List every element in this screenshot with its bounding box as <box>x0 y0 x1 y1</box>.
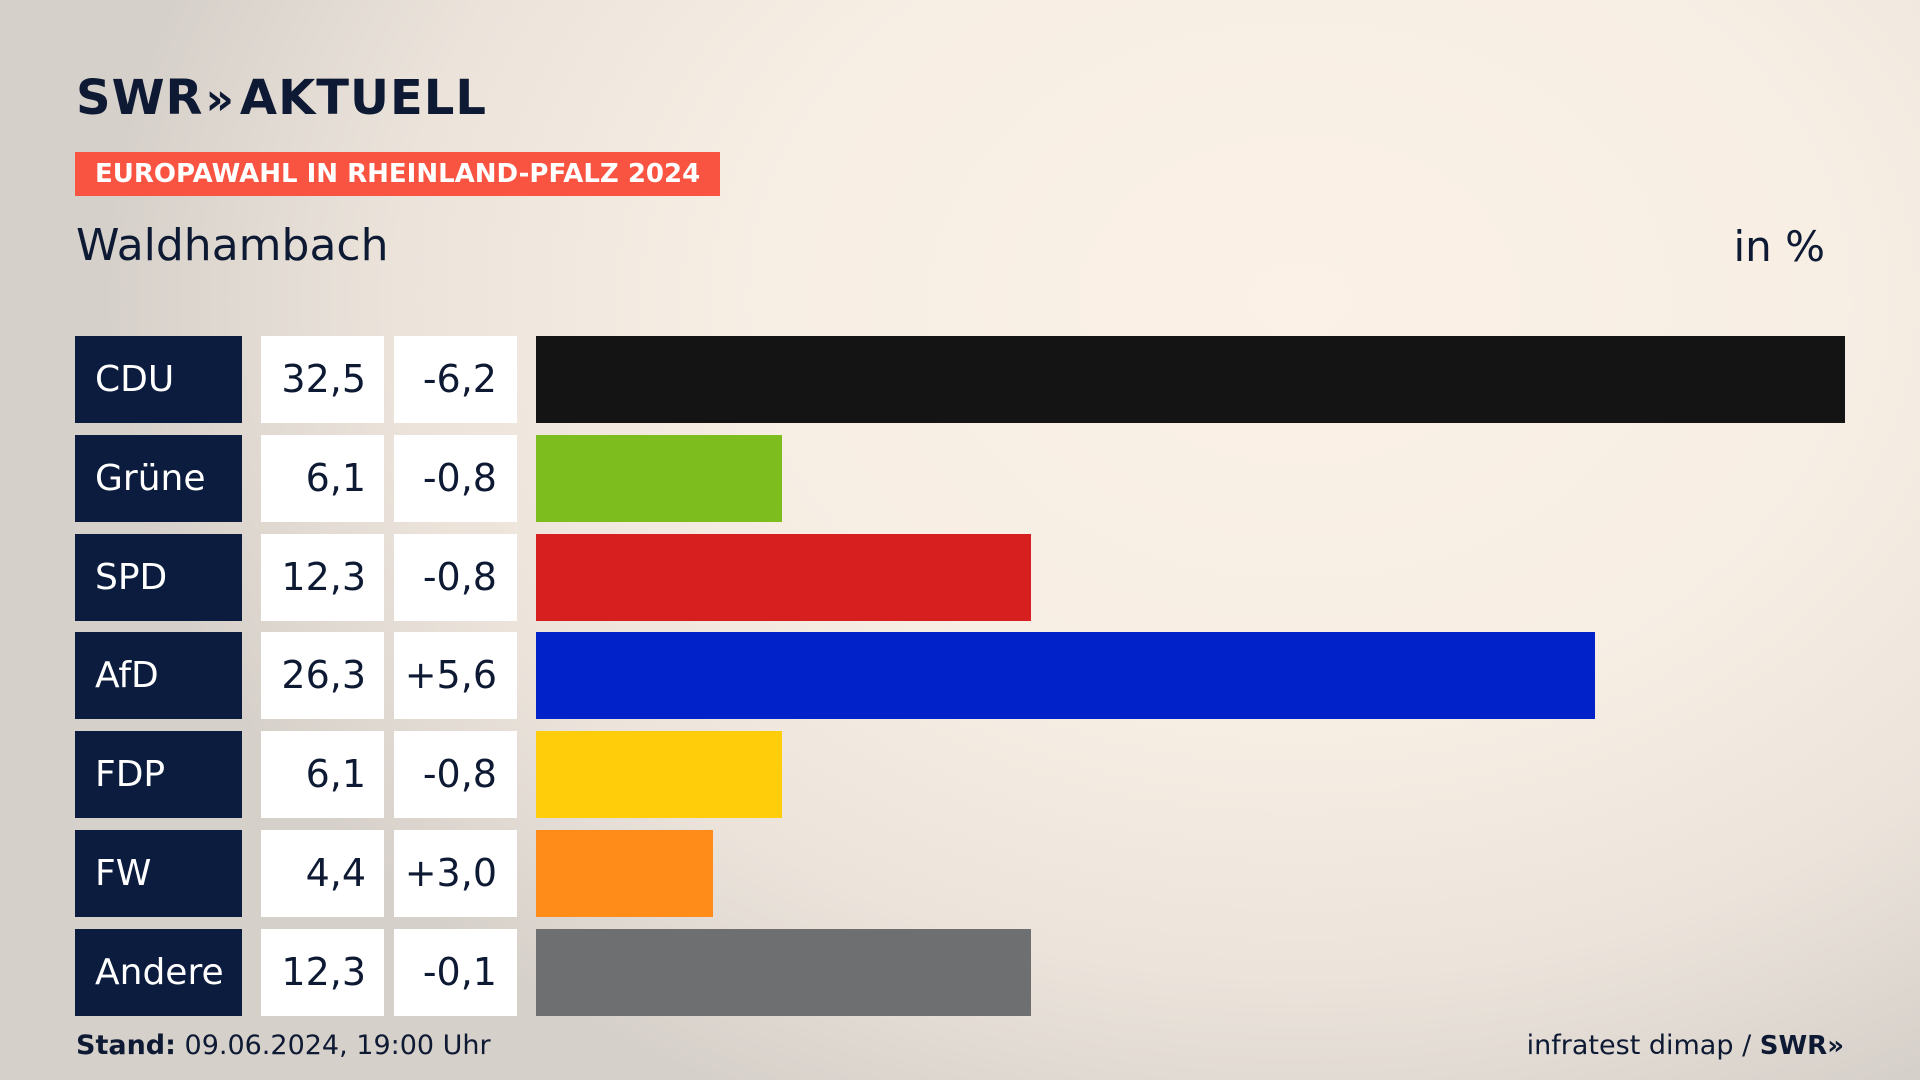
source-credit: infratest dimap / SWR» <box>1527 1030 1844 1061</box>
election-badge: EUROPAWAHL IN RHEINLAND-PFALZ 2024 <box>75 152 721 196</box>
source-text: infratest dimap / <box>1526 1030 1760 1061</box>
change-value: -0,8 <box>394 434 517 522</box>
change-value: +3,0 <box>394 830 517 917</box>
vote-share-value: 26,3 <box>261 632 384 720</box>
result-bar <box>536 928 1032 1016</box>
party-label: Andere <box>75 928 242 1016</box>
vote-share-value: 12,3 <box>261 928 384 1016</box>
change-value: +5,6 <box>394 632 517 720</box>
change-value: -0,1 <box>394 928 517 1016</box>
party-label: AfD <box>75 632 242 720</box>
stand-value: 09.06.2024, 19:00 Uhr <box>184 1030 491 1061</box>
change-value: -0,8 <box>394 533 517 621</box>
vote-share-value: 6,1 <box>261 731 384 819</box>
result-bar <box>536 731 782 819</box>
swr-aktuell-logo: SWR» AKTUELL <box>76 70 487 126</box>
vote-share-value: 32,5 <box>261 336 384 423</box>
vote-share-value: 6,1 <box>261 434 384 522</box>
vote-share-value: 4,4 <box>261 830 384 917</box>
swr-small-logo: SWR» <box>1759 1031 1844 1061</box>
party-label: CDU <box>75 336 242 423</box>
result-bar <box>536 830 714 917</box>
change-value: -0,8 <box>394 731 517 819</box>
timestamp: Stand: 09.06.2024, 19:00 Uhr <box>76 1030 491 1061</box>
result-bar <box>536 632 1596 720</box>
change-value: -6,2 <box>394 336 517 423</box>
party-label: FW <box>75 830 242 917</box>
logo-swr: SWR <box>76 70 204 126</box>
place-title: Waldhambach <box>76 220 389 271</box>
logo-aktuell: AKTUELL <box>239 70 487 126</box>
vote-share-value: 12,3 <box>261 533 384 621</box>
party-label: FDP <box>75 731 242 819</box>
party-label: SPD <box>75 533 242 621</box>
result-bar <box>536 434 782 522</box>
result-bar <box>536 336 1845 423</box>
logo-chevrons-icon: » <box>205 74 234 125</box>
party-label: Grüne <box>75 434 242 522</box>
stand-label: Stand: <box>76 1030 176 1061</box>
result-bar <box>536 533 1032 621</box>
unit-label: in % <box>1733 222 1825 271</box>
